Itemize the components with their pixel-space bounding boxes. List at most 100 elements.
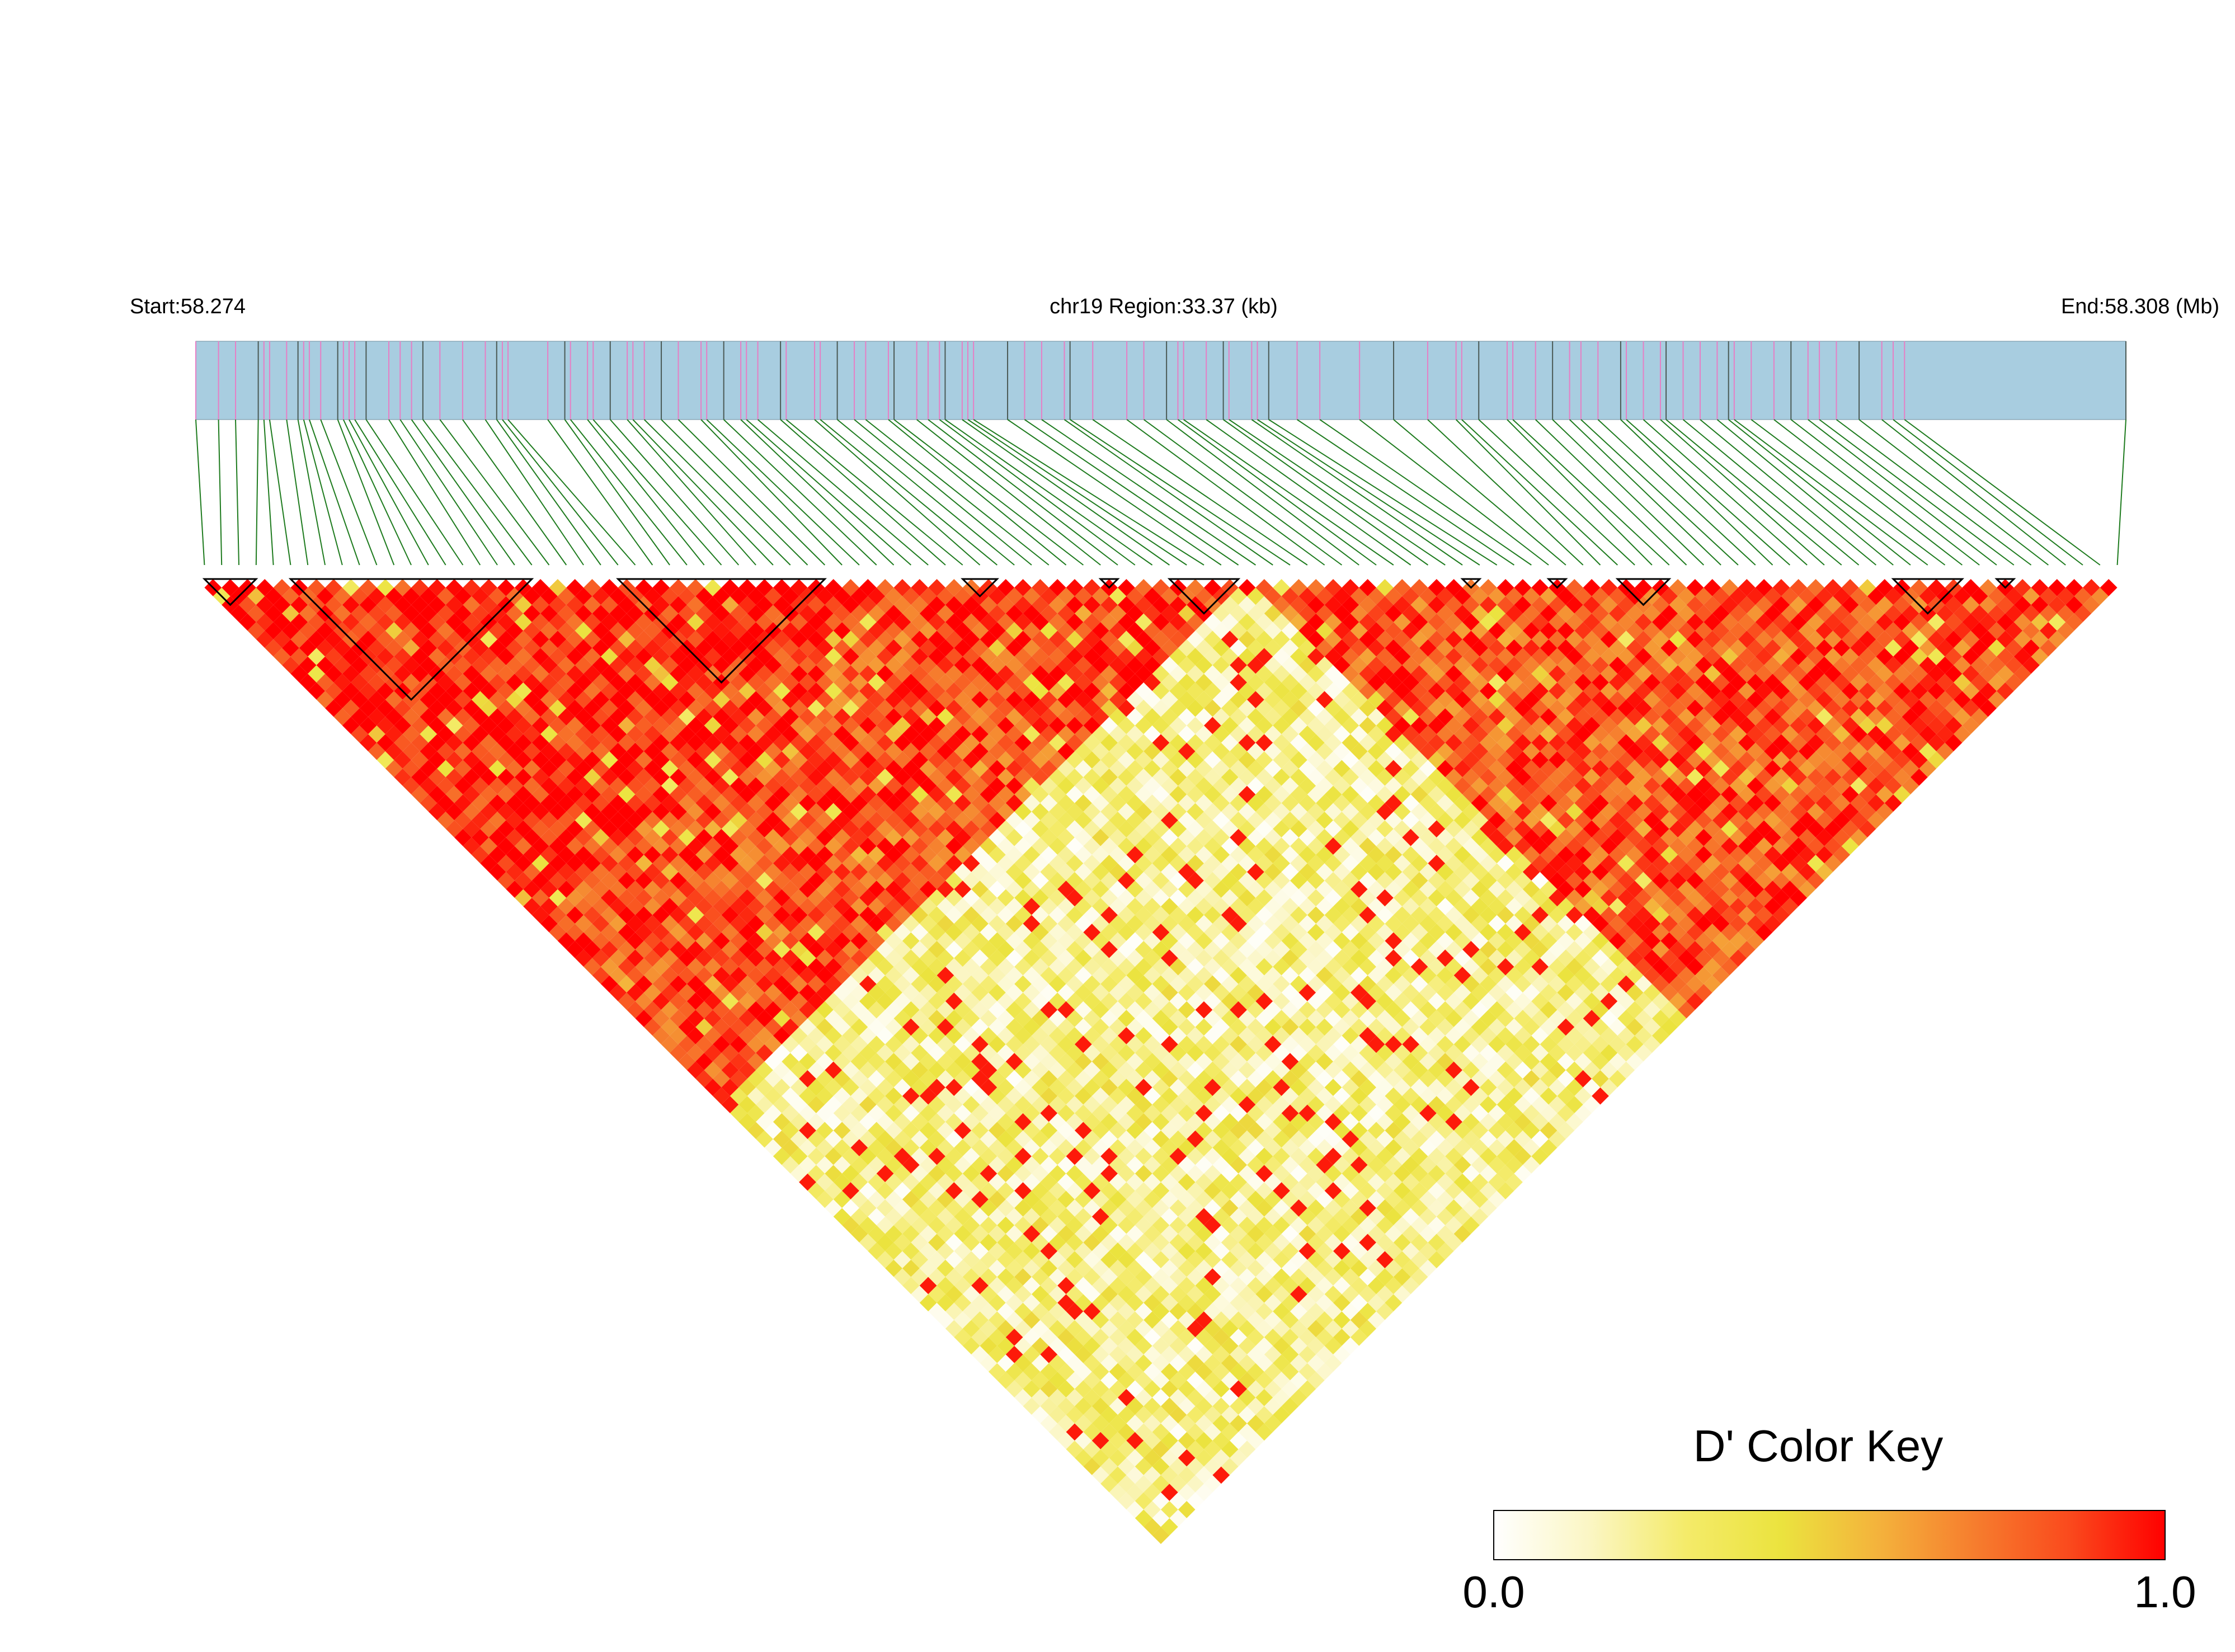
ld-cell (411, 596, 429, 614)
ld-cell (1083, 1268, 1101, 1286)
ld-cell (325, 665, 342, 683)
snp-ticks (195, 341, 2126, 420)
ld-cell (1109, 1380, 1127, 1398)
ld-cell (428, 613, 446, 631)
ld-cell (1066, 1441, 1084, 1458)
ld-cell (842, 975, 859, 993)
ld-cell (531, 699, 549, 717)
ld-cell (1023, 1070, 1041, 1088)
ld-cell (868, 1208, 886, 1226)
ld-cell (704, 975, 722, 993)
ld-cell (686, 699, 704, 717)
ld-cell (1066, 1027, 1084, 1044)
ld-cell (1023, 1087, 1041, 1105)
ld-cell (566, 837, 584, 855)
ld-cell (411, 579, 429, 596)
ld-cell (721, 940, 739, 958)
ld-cell (273, 648, 291, 666)
ld-cell (661, 897, 679, 915)
ld-cell (643, 949, 661, 967)
ld-cell (1066, 1251, 1084, 1269)
ld-cell (411, 734, 429, 752)
ld-cell (463, 682, 481, 700)
ld-cell (962, 1130, 980, 1148)
ld-cell (945, 1130, 963, 1148)
ld-cell (1195, 1156, 1213, 1174)
ld-cell (661, 983, 679, 1001)
snp-connector (1064, 419, 1273, 566)
ld-cell (678, 811, 696, 829)
ld-cell (842, 837, 859, 855)
ld-cell (428, 682, 446, 700)
ld-cell (1316, 1363, 1334, 1381)
ld-cell (1195, 1277, 1213, 1295)
ld-cell (1091, 1225, 1109, 1242)
ld-cell (1109, 1225, 1127, 1242)
ld-cell (377, 579, 394, 596)
ld-cell (506, 725, 524, 743)
ld-cell (523, 760, 541, 778)
ld-cell (661, 656, 679, 674)
ld-cell (531, 785, 549, 803)
ld-cell (1195, 1328, 1213, 1346)
ld-cell (988, 1190, 1006, 1208)
ld-cell (747, 949, 765, 967)
ld-cell (523, 829, 541, 846)
ld-cell (480, 682, 498, 700)
ld-cell (842, 1147, 859, 1165)
ld-cell (842, 785, 859, 803)
ld-cell (1247, 1432, 1264, 1449)
ld-cell (945, 1165, 963, 1183)
ld-cell (437, 708, 455, 726)
ld-cell (1135, 1441, 1152, 1458)
ld-cell (584, 837, 601, 855)
ld-cell (351, 725, 369, 743)
ld-cell (799, 932, 816, 950)
ld-cell (825, 975, 843, 993)
ld-cell (1091, 1328, 1109, 1346)
snp-connector (235, 419, 240, 566)
ld-cell (1023, 1277, 1041, 1295)
ld-cell (402, 777, 420, 795)
snp-connector (1126, 419, 1325, 566)
ld-cell (488, 639, 506, 657)
ld-cell (868, 1139, 886, 1156)
ld-cell (911, 1113, 929, 1131)
ld-cell (549, 682, 567, 700)
ld-cell (411, 751, 429, 769)
ld-cell (988, 1122, 1006, 1140)
ld-cell (825, 1130, 843, 1148)
ld-cell (411, 613, 429, 631)
ld-cell (842, 1216, 859, 1234)
ld-cell (1195, 1311, 1213, 1329)
ld-cell (282, 656, 299, 674)
ld-cell (764, 846, 782, 864)
ld-cell (902, 1139, 920, 1156)
ld-cell (902, 1001, 920, 1019)
snp-position-track (195, 341, 2126, 420)
ld-cell (825, 820, 843, 838)
ld-cell (962, 1216, 980, 1234)
snp-connector (1177, 419, 1377, 566)
ld-cell (807, 1010, 825, 1027)
ld-cell (1031, 1389, 1049, 1406)
ld-cell (1048, 1302, 1066, 1320)
ld-cell (506, 777, 524, 795)
ld-cell (1316, 1311, 1334, 1329)
ld-cell (566, 906, 584, 924)
ld-cell (807, 1165, 825, 1183)
ld-cell (523, 587, 541, 605)
ld-cell (1066, 1199, 1084, 1217)
ld-cell (497, 734, 515, 752)
ld-cell (1187, 1492, 1204, 1510)
ld-cell (764, 983, 782, 1001)
ld-cell (971, 1277, 989, 1295)
ld-cell (1083, 1354, 1101, 1372)
ld-cell (488, 777, 506, 795)
ld-cell (377, 699, 394, 717)
ld-cell (842, 1010, 859, 1027)
ld-cell (962, 1165, 980, 1183)
ld-cell (600, 648, 618, 666)
ld-cell (1091, 1173, 1109, 1191)
ld-cell (842, 820, 859, 838)
